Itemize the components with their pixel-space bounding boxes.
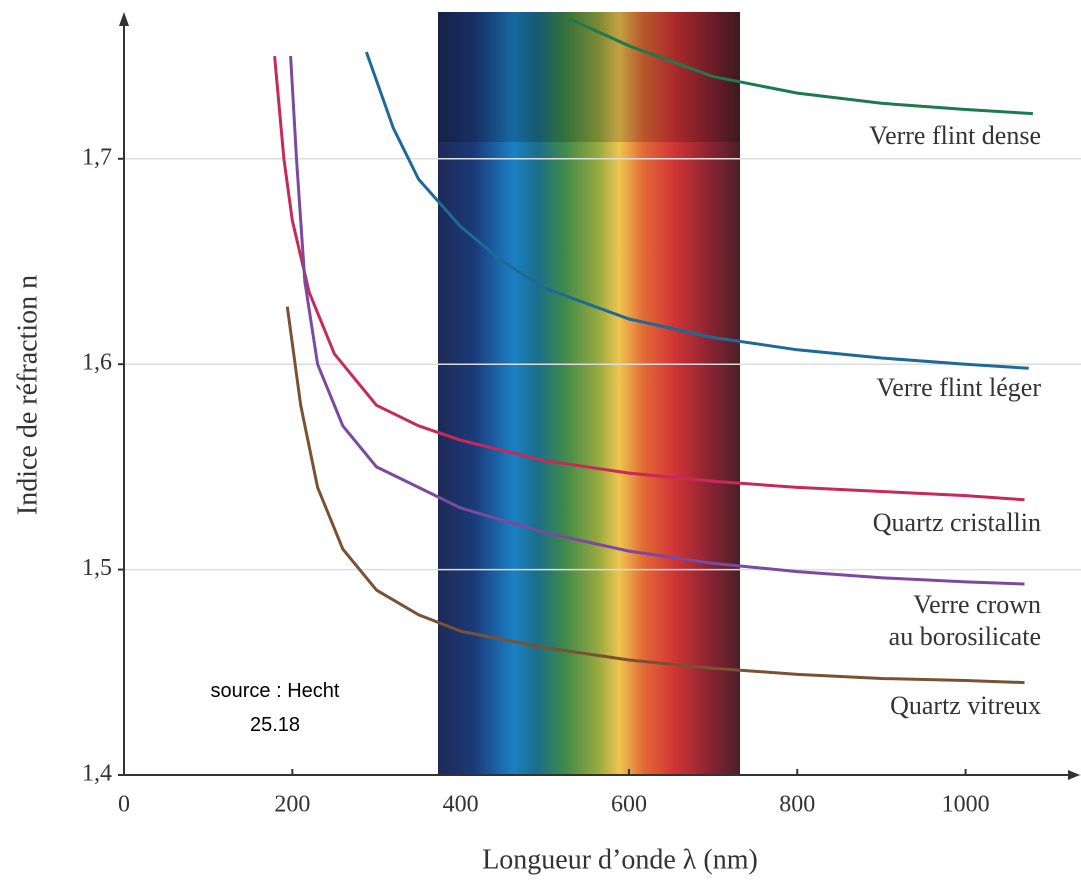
annotation: 25.18 — [249, 714, 301, 736]
x-arrow — [1068, 770, 1080, 780]
series-label: Quartz cristallin — [872, 508, 1041, 537]
y-arrow — [119, 12, 129, 26]
x-tick-label: 1000 — [942, 792, 990, 818]
series-line — [289, 56, 1025, 586]
series-label: Verre crown au borosilicate — [888, 590, 1041, 651]
spectrum-shade — [438, 12, 740, 142]
y-tick-label: 1,5 — [82, 555, 112, 581]
y-axis-label: Indice de réfraction n — [12, 275, 43, 515]
y-tick-label: 1,4 — [82, 761, 112, 787]
y-tick-label: 1,7 — [82, 144, 112, 170]
x-tick-label: 400 — [443, 792, 479, 818]
series-line — [285, 306, 1025, 685]
series-line — [273, 55, 1025, 502]
series-label: Quartz vitreux — [890, 691, 1041, 720]
x-tick-label: 0 — [118, 792, 130, 818]
series-line — [569, 17, 1033, 116]
y-tick-label: 1,6 — [82, 350, 112, 376]
annotation: source : Hecht — [210, 680, 340, 702]
series-label: Verre flint léger — [876, 373, 1041, 402]
x-tick-label: 200 — [274, 792, 310, 818]
x-tick-label: 800 — [779, 792, 815, 818]
x-axis-label: Longueur d’onde λ (nm) — [482, 844, 758, 875]
series-label: Verre flint dense — [869, 121, 1041, 150]
visible-spectrum — [438, 12, 740, 775]
series-line — [364, 51, 1029, 370]
x-tick-label: 600 — [611, 792, 647, 818]
